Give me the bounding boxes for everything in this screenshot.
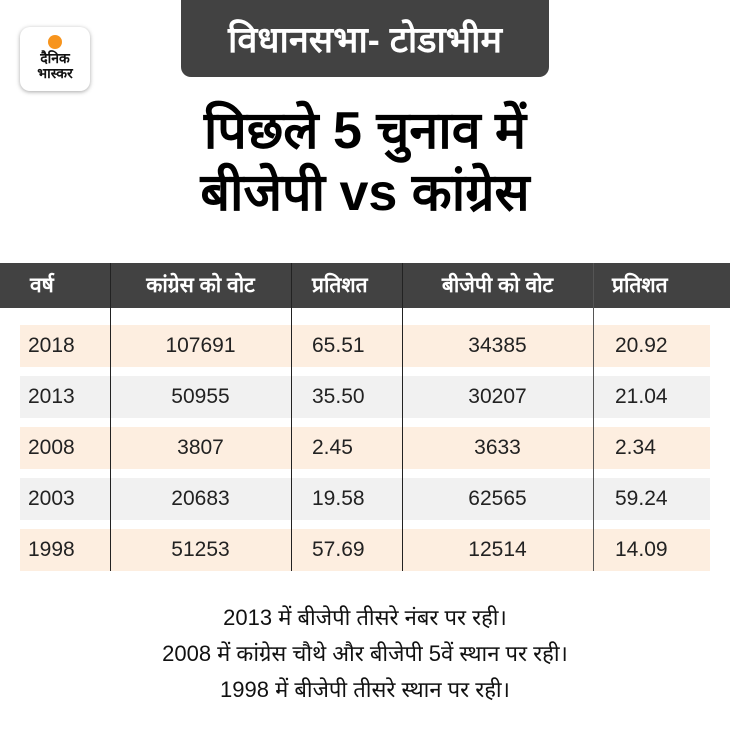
table-row: 2003 20683 19.58 62565 59.24 bbox=[20, 478, 710, 520]
table-row: 2018 107691 65.51 34385 20.92 bbox=[20, 325, 710, 367]
table-row: 1998 51253 57.69 12514 14.09 bbox=[20, 529, 710, 571]
note: 2008 में कांग्रेस चौथे और बीजेपी 5वें स्… bbox=[162, 641, 568, 666]
bjp-votes-cell: 3633 bbox=[474, 436, 521, 459]
column-divider bbox=[110, 263, 111, 571]
dainik-bhaskar-logo: दैनिक भास्कर bbox=[20, 27, 90, 91]
note: 1998 में बीजेपी तीसरे स्थान पर रही। bbox=[220, 677, 510, 702]
logo-text-line2: भास्कर bbox=[37, 65, 73, 81]
bjp-votes-cell: 62565 bbox=[468, 487, 527, 510]
headline-line1: पिछले 5 चुनाव में bbox=[203, 102, 527, 160]
bjp-percent-cell: 21.04 bbox=[615, 385, 668, 408]
congress-votes-cell: 50955 bbox=[171, 385, 230, 408]
headline: पिछले 5 चुनाव में बीजेपी vs कांग्रेस bbox=[0, 100, 730, 224]
column-header-congress-votes: कांग्रेस को वोट bbox=[146, 274, 255, 297]
congress-percent-cell: 19.58 bbox=[312, 487, 365, 510]
bjp-votes-cell: 30207 bbox=[468, 385, 527, 408]
column-header-year: वर्ष bbox=[30, 274, 54, 297]
sun-icon bbox=[48, 35, 62, 49]
bjp-percent-cell: 59.24 bbox=[615, 487, 668, 510]
bjp-percent-cell: 2.34 bbox=[615, 436, 656, 459]
congress-votes-cell: 107691 bbox=[165, 334, 236, 357]
column-divider bbox=[291, 263, 292, 571]
bjp-votes-cell: 34385 bbox=[468, 334, 527, 357]
table-header bbox=[0, 263, 730, 308]
year-cell: 2003 bbox=[28, 487, 75, 510]
year-cell: 2008 bbox=[28, 436, 75, 459]
note: 2013 में बीजेपी तीसरे नंबर पर रही। bbox=[223, 605, 507, 630]
constituency-banner: विधानसभा- टोडाभीम bbox=[181, 0, 549, 77]
year-cell: 2013 bbox=[28, 385, 75, 408]
column-header-congress-percent: प्रतिशत bbox=[312, 274, 368, 297]
table-row: 2008 3807 2.45 3633 2.34 bbox=[20, 427, 710, 469]
column-divider bbox=[402, 263, 403, 571]
congress-percent-cell: 2.45 bbox=[312, 436, 353, 459]
year-cell: 1998 bbox=[28, 538, 75, 561]
headline-line2: बीजेपी vs कांग्रेस bbox=[200, 164, 530, 222]
congress-percent-cell: 57.69 bbox=[312, 538, 365, 561]
bjp-votes-cell: 12514 bbox=[468, 538, 527, 561]
congress-percent-cell: 65.51 bbox=[312, 334, 365, 357]
table-row: 2013 50955 35.50 30207 21.04 bbox=[20, 376, 710, 418]
logo-text-line1: दैनिक bbox=[40, 50, 70, 66]
column-header-bjp-votes: बीजेपी को वोट bbox=[441, 274, 554, 297]
bjp-percent-cell: 14.09 bbox=[615, 538, 668, 561]
congress-votes-cell: 20683 bbox=[171, 487, 230, 510]
year-cell: 2018 bbox=[28, 334, 75, 357]
bjp-percent-cell: 20.92 bbox=[615, 334, 668, 357]
congress-percent-cell: 35.50 bbox=[312, 385, 365, 408]
congress-votes-cell: 3807 bbox=[177, 436, 224, 459]
column-header-bjp-percent: प्रतिशत bbox=[612, 274, 668, 297]
congress-votes-cell: 51253 bbox=[171, 538, 230, 561]
notes: 2013 में बीजेपी तीसरे नंबर पर रही। 2008 … bbox=[0, 600, 730, 708]
column-divider bbox=[593, 263, 594, 571]
